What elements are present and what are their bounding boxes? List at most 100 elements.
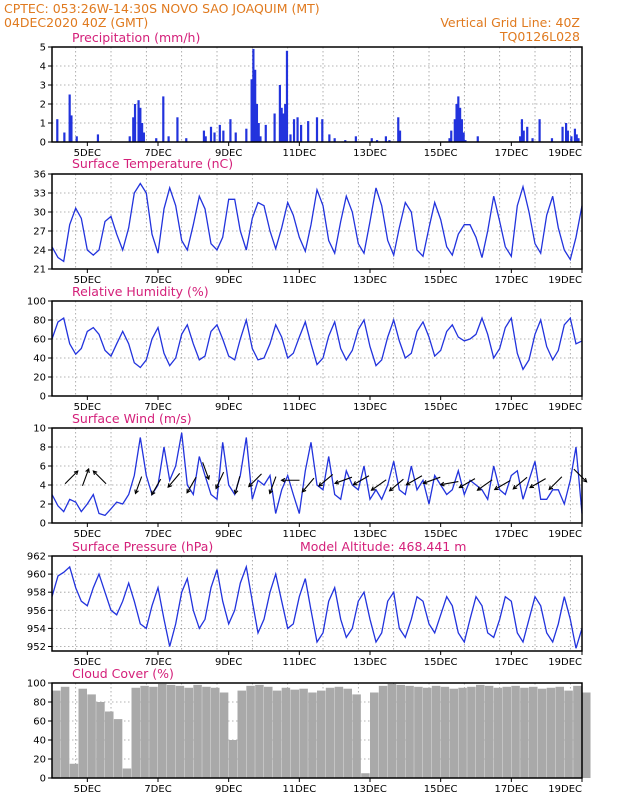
- pres-xtick-label: 9DEC: [215, 657, 242, 668]
- wind-xtick-label: 9DEC: [215, 529, 242, 540]
- cloud-bar: [272, 690, 282, 778]
- precip-bar: [209, 126, 213, 142]
- wind-arrow-shaft: [318, 474, 334, 487]
- wind-xtick-label: 11DEC: [282, 529, 316, 540]
- cloud-bar: [467, 686, 476, 778]
- wind-arrow-head: [167, 483, 173, 489]
- header-station: CPTEC: 053:26W-14:30S NOVO SAO JOAQUIM (…: [4, 1, 320, 16]
- wind-arrow-shaft: [459, 478, 476, 489]
- wind-arrow-head: [458, 483, 464, 489]
- precip-bar: [397, 117, 400, 142]
- precipitation-title: Precipitation (mm/h): [72, 30, 200, 45]
- pres-ytick-label: 952: [27, 642, 46, 653]
- precip-bar: [141, 123, 144, 142]
- cloud-bar: [484, 685, 494, 778]
- precip-bar: [245, 128, 248, 142]
- cloud-bar: [211, 687, 220, 778]
- cloud-bar: [414, 686, 423, 778]
- wind-arrow-head: [134, 489, 139, 495]
- wind-arrow-head: [388, 486, 394, 492]
- cloud-bar: [113, 719, 123, 778]
- pres-frame: [51, 555, 583, 652]
- cloud-bar: [78, 688, 88, 778]
- wind-arrow-shaft: [269, 476, 277, 494]
- wind-ytick-label: 10: [33, 424, 46, 435]
- wind-arrow-head: [186, 488, 191, 494]
- pres-ytick-label: 958: [27, 588, 46, 599]
- cloud-bar: [520, 687, 529, 778]
- pres-xtick-label: 13DEC: [353, 657, 387, 668]
- rh-frame: [51, 300, 583, 397]
- rh-xtick-label: 13DEC: [353, 402, 387, 413]
- precip-bar: [204, 136, 207, 142]
- cloud-bar: [264, 686, 273, 778]
- cloud-bar: [537, 688, 547, 778]
- wind-arrow-head: [280, 477, 286, 483]
- wind-arrow-head: [370, 486, 376, 491]
- pressure-title: Surface Pressure (hPa): [72, 539, 213, 554]
- precip-bar: [128, 136, 131, 142]
- cloud-cover-title: Cloud Cover (%): [72, 666, 174, 681]
- cloud-bar: [219, 692, 229, 778]
- precip-xtick-label: 7DEC: [144, 148, 171, 159]
- cloud-xtick-label: 15DEC: [424, 784, 458, 795]
- pres-series-line: [51, 564, 583, 649]
- precip-bar: [388, 140, 391, 142]
- precip-bar: [259, 136, 262, 142]
- precip-xtick-label: 5DEC: [74, 148, 101, 159]
- precip-bar: [155, 138, 158, 142]
- wind-arrow-shaft: [81, 468, 90, 487]
- cloud-bar: [290, 689, 300, 778]
- wind-arrow-shaft: [477, 479, 493, 491]
- wind-arrow-head: [268, 489, 274, 495]
- wind-arrow-head: [318, 482, 323, 487]
- temperature-panel: Surface Temperature (nC) 21 24 27 30 33 36 5DE…: [33, 156, 583, 286]
- temp-xtick-label: 7DEC: [144, 275, 171, 286]
- pres-xtick-label: 17DEC: [494, 657, 528, 668]
- cloud-bar: [122, 768, 132, 778]
- cloud-bar: [334, 686, 344, 778]
- precip-bar: [321, 119, 324, 142]
- precip-bar: [570, 136, 573, 142]
- precip-bar: [139, 107, 142, 142]
- precip-bar: [398, 130, 402, 142]
- wind-arrow-head: [439, 481, 445, 487]
- cloud-bar: [361, 773, 370, 778]
- rh-ytick-label: 20: [33, 373, 46, 384]
- precip-bar: [384, 136, 387, 142]
- temp-xtick-label: 17DEC: [494, 275, 528, 286]
- pres-xtick-label: 15DEC: [424, 657, 458, 668]
- wind-arrow-shaft: [234, 476, 241, 494]
- wind-arrow-shaft: [389, 478, 404, 492]
- precip-bar: [565, 123, 568, 142]
- precip-bar: [292, 119, 296, 142]
- wind-arrow-shaft: [202, 462, 210, 480]
- precip-bar: [218, 124, 221, 142]
- cloud-xtick-label: 11DEC: [282, 784, 316, 795]
- wind-arrow-shaft: [548, 476, 563, 490]
- cloud-bar: [529, 686, 538, 778]
- cloud-bar: [502, 686, 512, 778]
- wind-arrow-shaft: [440, 480, 459, 486]
- temperature-title: Surface Temperature (nC): [72, 156, 233, 171]
- pres-xtick-label: 19DEC: [548, 657, 582, 668]
- wind-xtick-label: 13DEC: [353, 529, 387, 540]
- humidity-title: Relative Humidity (%): [72, 284, 209, 299]
- precip-bar: [222, 130, 225, 142]
- precip-bar: [460, 119, 463, 142]
- cloud-bar: [281, 687, 291, 778]
- precip-bar: [522, 130, 525, 142]
- cloud-bar: [158, 683, 167, 778]
- precip-bar: [185, 138, 188, 142]
- precip-bar: [285, 50, 289, 142]
- precip-bar: [354, 136, 357, 142]
- temp-xtick-label: 19DEC: [548, 275, 582, 286]
- wind-arrow-head: [205, 475, 210, 481]
- wind-arrow-head: [512, 484, 518, 490]
- precip-bar: [577, 138, 580, 142]
- precip-bar: [264, 124, 267, 142]
- precip-bar: [566, 130, 569, 142]
- precip-bar: [459, 107, 462, 142]
- precip-bar: [538, 119, 541, 142]
- cloud-bar: [511, 685, 520, 778]
